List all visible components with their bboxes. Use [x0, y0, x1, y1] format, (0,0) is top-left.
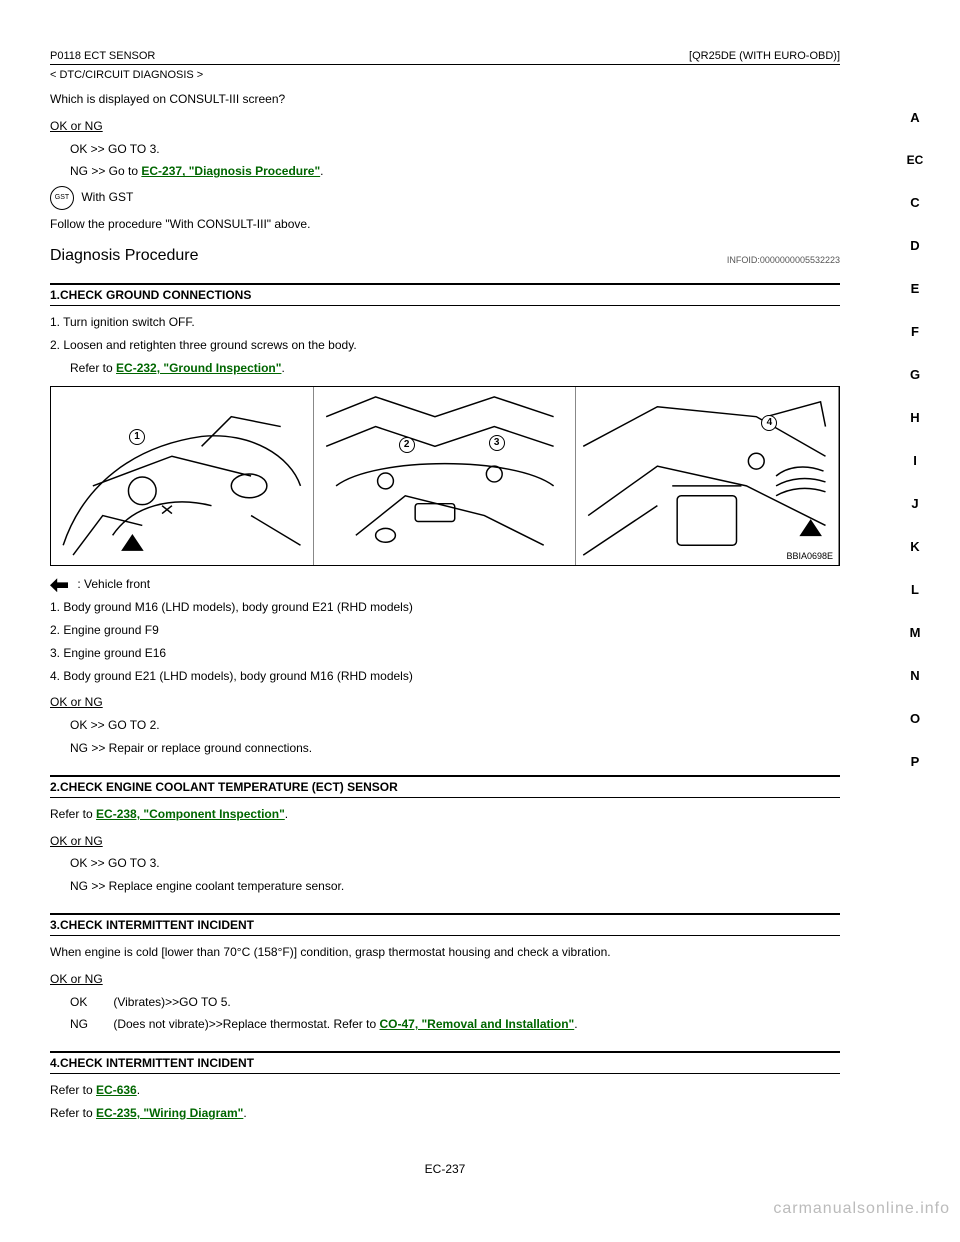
callout-desc-3: 3. Engine ground E16 [50, 645, 840, 662]
step1-line2: 2. Loosen and retighten three ground scr… [50, 337, 840, 354]
tab-j[interactable]: J [911, 496, 918, 511]
callout-desc-1: 1. Body ground M16 (LHD models), body gr… [50, 599, 840, 616]
link-wiring-diagram[interactable]: EC-235, "Wiring Diagram" [96, 1106, 243, 1120]
section-tab-nav: A EC C D E F G H I J K L M N O P [895, 110, 935, 769]
step1-header: 1.CHECK GROUND CONNECTIONS [50, 283, 840, 306]
step3-header: 3.CHECK INTERMITTENT INCIDENT [50, 913, 840, 936]
step1-ng: NG >> Repair or replace ground connectio… [70, 740, 840, 757]
step1-refer: Refer to EC-232, "Ground Inspection". [70, 360, 840, 377]
tab-k[interactable]: K [910, 539, 919, 554]
gst-icon: GST [50, 186, 74, 210]
diagram-panel-1: 1 [51, 387, 314, 565]
step2-okng: OK or NG [50, 833, 840, 850]
step1-ok: OK >> GO TO 2. [70, 717, 840, 734]
page-number: EC-237 [50, 1162, 840, 1176]
dtc-label: < DTC/CIRCUIT DIAGNOSIS > [50, 69, 203, 81]
diagram-panel-3: 4 [576, 387, 839, 565]
step2-ng: NG >> Replace engine coolant temperature… [70, 878, 840, 895]
link-ec636[interactable]: EC-636 [96, 1083, 137, 1097]
infoid: INFOID:0000000005532223 [727, 255, 840, 265]
tab-l[interactable]: L [911, 582, 919, 597]
vehicle-front-legend: : Vehicle front [50, 576, 840, 593]
step1-okng: OK or NG [50, 694, 840, 711]
callout-2: 2 [399, 437, 415, 453]
tab-h[interactable]: H [910, 410, 919, 425]
step4-line1: Refer to EC-636. [50, 1082, 840, 1099]
intro-ng-line: NG >> Go to EC-237, "Diagnosis Procedure… [70, 163, 840, 180]
step3-okng: OK or NG [50, 971, 840, 988]
step3-ng: NG (Does not vibrate)>>Replace thermosta… [70, 1016, 840, 1033]
callout-desc-4: 4. Body ground E21 (LHD models), body gr… [50, 668, 840, 685]
diagnosis-procedure-heading: Diagnosis Procedure [50, 247, 199, 265]
gst-body: Follow the procedure "With CONSULT-III" … [50, 216, 840, 233]
tab-ec[interactable]: EC [907, 153, 924, 167]
tab-d[interactable]: D [910, 238, 919, 253]
dtc-label-row: < DTC/CIRCUIT DIAGNOSIS > [50, 69, 840, 81]
tab-f[interactable]: F [911, 324, 919, 339]
link-diagnosis-procedure[interactable]: EC-237, "Diagnosis Procedure" [141, 164, 320, 178]
step4-header: 4.CHECK INTERMITTENT INCIDENT [50, 1051, 840, 1074]
tab-p[interactable]: P [911, 754, 920, 769]
tab-i[interactable]: I [913, 453, 917, 468]
link-ground-inspection[interactable]: EC-232, "Ground Inspection" [116, 361, 281, 375]
tab-g[interactable]: G [910, 367, 920, 382]
tab-m[interactable]: M [910, 625, 921, 640]
header-right: [QR25DE (WITH EURO-OBD)] [689, 50, 840, 62]
arrow-icon [50, 578, 68, 592]
step3-ok: OK (Vibrates)>>GO TO 5. [70, 994, 840, 1011]
step2-ok: OK >> GO TO 3. [70, 855, 840, 872]
step2-header: 2.CHECK ENGINE COOLANT TEMPERATURE (ECT)… [50, 775, 840, 798]
link-removal-installation[interactable]: CO-47, "Removal and Installation" [379, 1017, 574, 1031]
tab-c[interactable]: C [910, 195, 919, 210]
diagram-panel-2: 2 3 [314, 387, 577, 565]
step1-line1: 1. Turn ignition switch OFF. [50, 314, 840, 331]
step2-line1: Refer to EC-238, "Component Inspection". [50, 806, 840, 823]
step4-line2: Refer to EC-235, "Wiring Diagram". [50, 1105, 840, 1122]
link-component-inspection[interactable]: EC-238, "Component Inspection" [96, 807, 285, 821]
page-header: P0118 ECT SENSOR [QR25DE (WITH EURO-OBD)… [50, 50, 840, 62]
step3-line1: When engine is cold [lower than 70°C (15… [50, 944, 840, 961]
tab-o[interactable]: O [910, 711, 920, 726]
ground-diagram: 1 2 3 [50, 386, 840, 566]
intro-okng: OK or NG [50, 118, 840, 135]
with-gst-line: GST With GST [50, 186, 840, 210]
watermark: carmanualsonline.info [773, 1200, 950, 1218]
header-left: P0118 ECT SENSOR [50, 50, 155, 62]
diagram-id: BBIA0698E [786, 551, 833, 561]
tab-a[interactable]: A [910, 110, 919, 125]
intro-question: Which is displayed on CONSULT-III screen… [50, 91, 840, 108]
intro-ok-line: OK >> GO TO 3. [70, 141, 840, 158]
tab-e[interactable]: E [911, 281, 920, 296]
callout-desc-2: 2. Engine ground F9 [50, 622, 840, 639]
callout-3: 3 [489, 435, 505, 451]
tab-n[interactable]: N [910, 668, 919, 683]
